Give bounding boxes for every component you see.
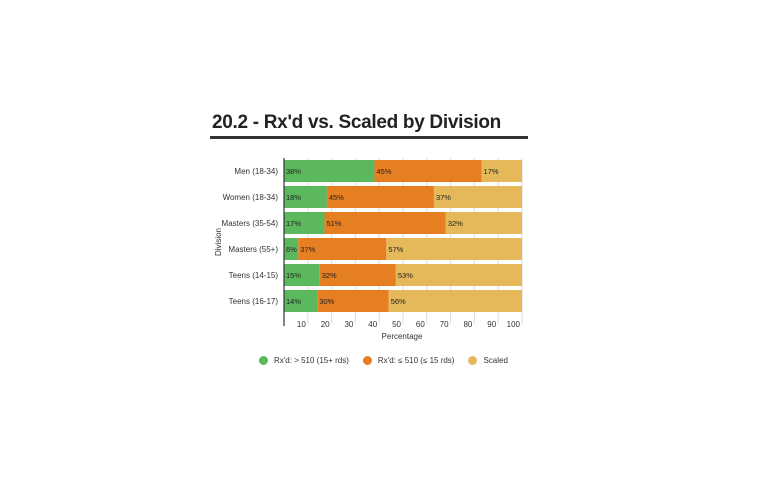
x-tick-label: 30 <box>344 320 353 329</box>
x-tick-label: 70 <box>440 320 449 329</box>
legend: Rx'd: > 510 (15+ rds) Rx'd: ≤ 510 (≤ 15 … <box>259 356 522 365</box>
bar-segment <box>445 212 522 234</box>
y-category-label: Women (18-34) <box>223 193 279 202</box>
x-tick-label: 40 <box>368 320 377 329</box>
y-category-label: Teens (16-17) <box>229 297 279 306</box>
bar-segment <box>284 186 327 208</box>
data-label: 57% <box>388 245 403 254</box>
bar-segment <box>374 160 482 182</box>
bar-segment <box>284 264 320 286</box>
legend-item-rx-over: Rx'd: > 510 (15+ rds) <box>259 356 349 365</box>
data-label: 56% <box>391 297 406 306</box>
legend-label: Scaled <box>483 356 508 365</box>
bar-segment <box>324 212 446 234</box>
data-label: 53% <box>398 271 413 280</box>
data-label: 37% <box>436 193 451 202</box>
bar-segment <box>481 160 522 182</box>
x-axis-title: Percentage <box>382 332 423 341</box>
data-label: 51% <box>326 219 341 228</box>
y-category-label: Masters (35-54) <box>222 219 279 228</box>
data-label: 14% <box>286 297 301 306</box>
y-axis-title: Division <box>214 228 223 256</box>
x-tick-label: 10 <box>297 320 306 329</box>
data-label: 32% <box>448 219 463 228</box>
bar-segment <box>317 290 389 312</box>
bar-segment <box>284 238 299 260</box>
bar-segment <box>388 290 522 312</box>
x-tick-label: 100 <box>507 320 521 329</box>
legend-label: Rx'd: ≤ 510 (≤ 15 rds) <box>377 356 455 365</box>
x-tick-label: 90 <box>487 320 496 329</box>
bar-segment <box>326 186 434 208</box>
data-label: 38% <box>286 167 301 176</box>
x-tick-label: 60 <box>416 320 425 329</box>
data-label: 6% <box>286 245 297 254</box>
y-category-label: Masters (55+) <box>228 245 278 254</box>
legend-item-scaled: Scaled <box>468 356 508 365</box>
title-rule <box>210 136 528 139</box>
data-label: 30% <box>319 297 334 306</box>
data-label: 18% <box>286 193 301 202</box>
data-label: 45% <box>329 193 344 202</box>
bar-segment <box>284 160 375 182</box>
legend-swatch <box>362 356 372 365</box>
x-tick-label: 80 <box>463 320 472 329</box>
bar-segment <box>395 264 522 286</box>
bar-segment <box>284 212 325 234</box>
data-label: 32% <box>322 271 337 280</box>
y-category-label: Teens (14-15) <box>229 271 279 280</box>
bar-segment <box>298 238 387 260</box>
bar-segment <box>284 290 318 312</box>
data-label: 37% <box>300 245 315 254</box>
x-tick-label: 50 <box>392 320 401 329</box>
data-label: 17% <box>484 167 499 176</box>
legend-swatch <box>468 356 478 365</box>
legend-swatch <box>259 356 268 365</box>
bar-segment <box>433 186 522 208</box>
chart-title: 20.2 - Rx'd vs. Scaled by Division <box>212 112 501 133</box>
legend-item-rx-under: Rx'd: ≤ 510 (≤ 15 rds) <box>362 356 455 365</box>
x-tick-label: 20 <box>321 320 330 329</box>
bar-segment <box>386 238 522 260</box>
legend-label: Rx'd: > 510 (15+ rds) <box>274 356 349 365</box>
bar-segment <box>319 264 396 286</box>
data-label: 17% <box>286 219 301 228</box>
data-label: 45% <box>376 167 391 176</box>
y-category-label: Men (18-34) <box>234 167 278 176</box>
data-label: 15% <box>286 271 301 280</box>
